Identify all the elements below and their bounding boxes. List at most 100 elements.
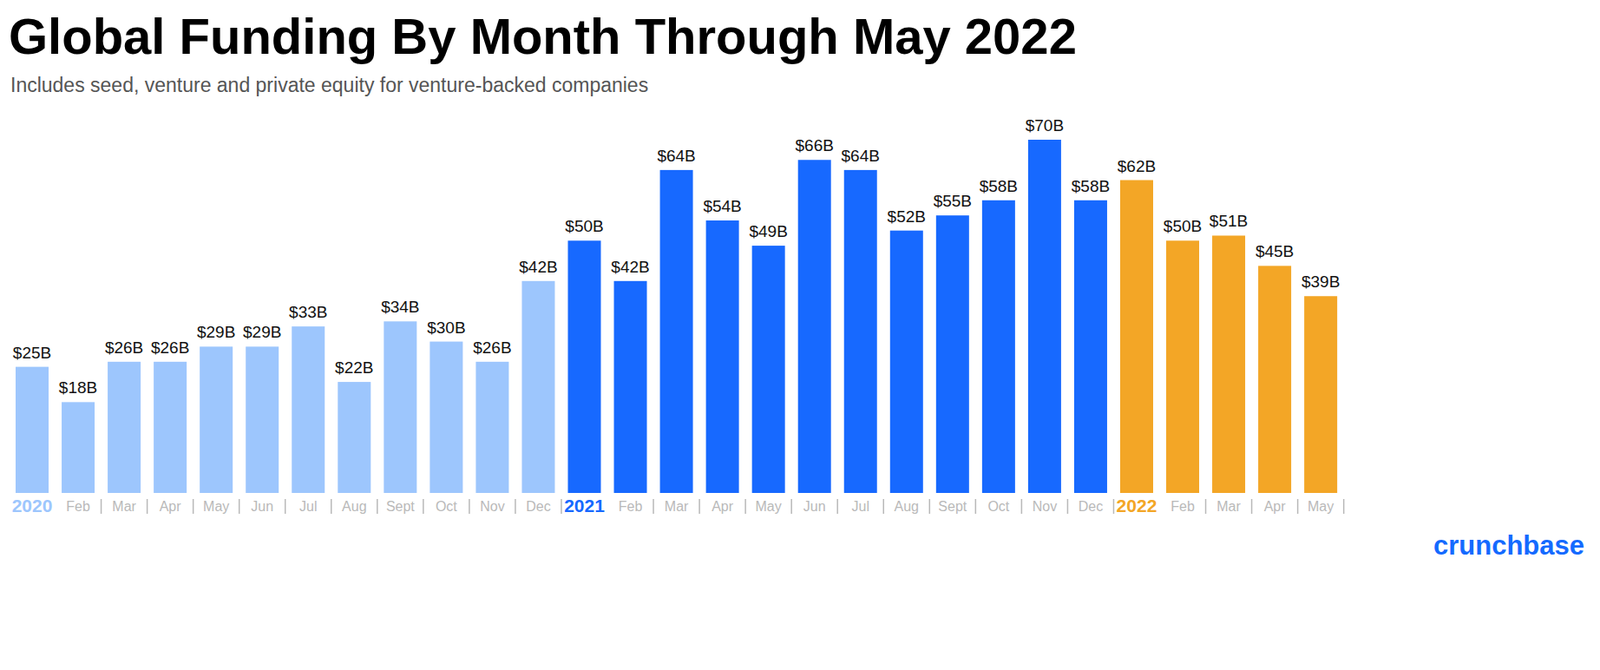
bar	[337, 381, 371, 493]
data-label: $70B	[1025, 116, 1064, 135]
x-tick-separator	[468, 498, 471, 514]
bar	[1166, 240, 1200, 493]
x-tick-label: Oct	[435, 498, 458, 514]
x-tick-separator	[192, 498, 195, 514]
bar	[475, 361, 509, 493]
x-tick-separator	[330, 498, 333, 514]
bar	[521, 281, 555, 493]
x-tick-separator	[422, 498, 425, 514]
x-tick-separator	[1297, 498, 1299, 514]
data-label: $58B	[979, 177, 1018, 196]
bar	[614, 281, 648, 493]
source-logo: crunchbase	[1433, 530, 1585, 561]
x-tick-separator	[146, 498, 149, 514]
x-tick-label: Jun	[803, 498, 827, 514]
subtitle: Includes seed, venture and private equit…	[10, 73, 649, 97]
bar	[568, 240, 602, 493]
bar	[15, 367, 49, 493]
data-label: $22B	[334, 358, 374, 377]
bar	[798, 159, 832, 493]
bar	[982, 200, 1016, 493]
x-tick-separator	[1343, 498, 1345, 514]
x-tick-label: Feb	[1170, 498, 1195, 514]
data-label: $50B	[1163, 216, 1202, 236]
x-tick-separator	[376, 498, 379, 514]
data-label: $55B	[933, 191, 972, 210]
x-axis: 2020FebMarAprMayJunJulAugSeptOctNovDec20…	[12, 495, 1345, 516]
data-label: $42B	[518, 257, 558, 276]
x-tick-label: Mar	[111, 498, 137, 514]
x-tick-separator	[836, 498, 839, 514]
x-tick-separator	[698, 498, 701, 514]
data-label: $54B	[702, 196, 741, 216]
x-tick-label: Apr	[1264, 498, 1287, 514]
data-label: $18B	[59, 378, 98, 397]
data-label: $51B	[1209, 211, 1248, 230]
x-tick-separator	[929, 498, 932, 514]
x-tick-separator	[284, 498, 287, 514]
data-label: $30B	[426, 318, 466, 337]
bar	[61, 401, 95, 493]
x-tick-separator	[744, 498, 747, 514]
x-tick-label: Sept	[386, 498, 415, 514]
x-tick-label: Sept	[937, 498, 967, 514]
x-tick-label: Nov	[1032, 498, 1057, 514]
x-tick-label: Jun	[250, 498, 274, 514]
bar	[153, 361, 187, 493]
data-labels: $25B$18B$26B$26B$29B$29B$33B$22B$34B$30B…	[13, 116, 1340, 397]
data-label: $34B	[380, 297, 420, 316]
bar	[429, 341, 463, 493]
x-tick-separator	[652, 498, 655, 514]
x-tick-label: May	[755, 498, 782, 514]
data-label: $66B	[795, 136, 834, 155]
data-label: $64B	[656, 146, 696, 165]
x-tick-separator	[1205, 498, 1207, 514]
x-tick-label: Dec	[1078, 498, 1103, 514]
data-label: $33B	[288, 302, 328, 322]
x-tick-label: Dec	[525, 498, 551, 514]
data-label: $29B	[242, 322, 282, 341]
x-tick-label: Feb	[618, 498, 643, 514]
x-tick-separator	[514, 498, 517, 514]
bar	[660, 170, 694, 493]
x-tick-separator	[1021, 498, 1023, 514]
bar	[383, 321, 417, 493]
data-label: $26B	[472, 338, 512, 357]
bar	[936, 215, 970, 493]
x-tick-label: May	[203, 498, 230, 514]
bar	[752, 245, 786, 493]
data-label: $52B	[887, 207, 926, 226]
data-label: $25B	[13, 343, 52, 362]
x-tick-label: Jul	[852, 498, 870, 514]
x-tick-label: May	[1307, 498, 1334, 514]
x-tick-label: Apr	[711, 498, 735, 514]
data-label: $49B	[748, 222, 787, 241]
x-tick-label: Oct	[987, 498, 1010, 514]
bar	[706, 220, 740, 493]
x-tick-label: Nov	[479, 498, 505, 514]
data-label: $58B	[1071, 177, 1110, 196]
x-tick-separator	[1113, 498, 1115, 514]
x-tick-separator	[1251, 498, 1253, 514]
bars	[15, 139, 1338, 493]
x-tick-separator	[883, 498, 886, 514]
x-tick-label: Feb	[65, 498, 91, 514]
x-tick-separator	[238, 498, 241, 514]
bar	[107, 361, 141, 493]
x-tick-separator	[790, 498, 793, 514]
data-label: $64B	[841, 146, 880, 165]
x-tick-label: Aug	[894, 498, 919, 514]
data-label: $26B	[104, 338, 144, 357]
data-label: $62B	[1117, 157, 1156, 176]
bar	[291, 326, 325, 493]
bar	[1258, 265, 1292, 493]
bar	[1304, 295, 1338, 493]
data-label: $45B	[1255, 242, 1294, 261]
bar	[1028, 139, 1062, 493]
bar	[245, 346, 279, 493]
data-label: $39B	[1301, 272, 1340, 291]
x-tick-label: Apr	[159, 498, 183, 514]
data-label: $26B	[150, 338, 190, 357]
bar	[1212, 235, 1246, 493]
bar	[844, 170, 878, 493]
